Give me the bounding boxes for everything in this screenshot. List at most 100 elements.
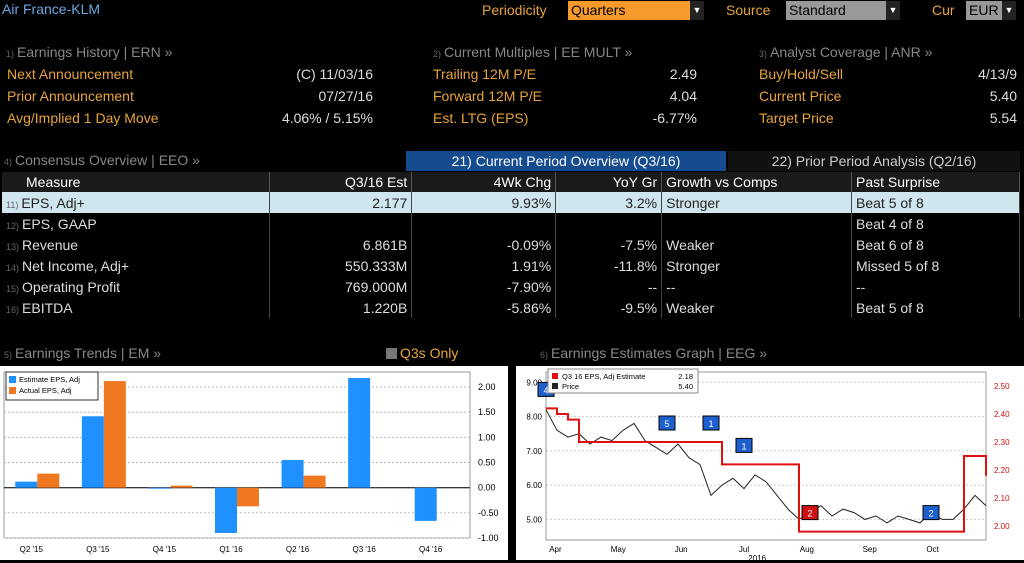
chg-cell: 9.93% xyxy=(411,192,557,213)
col-header-surprise[interactable]: Past Surprise xyxy=(851,172,1020,192)
surprise-cell: Beat 5 of 8 xyxy=(851,192,1020,213)
list-item: Prior Announcement 07/27/16 xyxy=(7,88,373,104)
bar xyxy=(215,487,237,533)
x-tick-label: Q4 '15 xyxy=(153,545,177,554)
event-marker-label: 1 xyxy=(708,419,713,429)
list-item: Current Price 5.40 xyxy=(759,88,1017,104)
chevron-down-icon[interactable]: ▼ xyxy=(690,1,704,20)
surprise-cell: Missed 5 of 8 xyxy=(851,255,1020,276)
tab-prior-period[interactable]: 22) Prior Period Analysis (Q2/16) xyxy=(728,151,1020,171)
chevron-down-icon[interactable]: ▼ xyxy=(1002,1,1016,20)
y2-tick-label: 2.20 xyxy=(994,466,1010,475)
y2-tick-label: 2.40 xyxy=(994,410,1010,419)
legend-swatch xyxy=(552,373,558,379)
surprise-cell: Beat 4 of 8 xyxy=(851,213,1020,234)
source-dropdown[interactable]: Standard ▼ xyxy=(786,1,900,20)
y-tick-label: -0.50 xyxy=(478,508,499,518)
bar xyxy=(348,378,371,488)
bar xyxy=(148,487,171,489)
col-header-comps[interactable]: Growth vs Comps xyxy=(661,172,853,192)
y-tick-label: 7.00 xyxy=(526,447,542,456)
measure-cell: 11) EPS, Adj+ xyxy=(2,192,271,213)
bar xyxy=(237,487,259,507)
comps-cell: Weaker xyxy=(661,234,853,255)
earnings-trends-chart[interactable]: 2.00 1.50 1.00 0.50 0.00 -0.50 -1.00 Q2 '15 Q3 '… xyxy=(0,366,508,560)
measure-cell: 15) Operating Profit xyxy=(2,276,271,297)
table-row[interactable]: 11) EPS, Adj+ 2.177 9.93% 3.2% Stronger B… xyxy=(2,192,1020,213)
consensus-overview-header[interactable]: 4) Consensus Overview | EEO » xyxy=(4,152,200,168)
tab-current-period[interactable]: 21) Current Period Overview (Q3/16) xyxy=(406,151,726,171)
x-tick-label: Sep xyxy=(863,545,878,554)
current-multiples-panel: Trailing 12M P/E 2.49 Forward 12M P/E 4.04… xyxy=(433,66,697,132)
earnings-history-header[interactable]: 1) Earnings History | ERN » xyxy=(6,44,173,60)
x-year-label: 2016 xyxy=(748,554,766,560)
chg-cell: -0.09% xyxy=(411,234,557,255)
x-tick-label: Q4 '16 xyxy=(419,545,443,554)
source-label: Source xyxy=(726,2,771,18)
est-cell: 769.000M xyxy=(269,276,413,297)
bar xyxy=(81,416,104,488)
event-marker xyxy=(922,505,940,521)
legend-swatch xyxy=(552,383,558,389)
estimate-line xyxy=(546,407,987,533)
legend-value: 2.18 xyxy=(678,372,693,381)
q3s-only-toggle[interactable]: Q3s Only xyxy=(386,345,458,361)
list-item: Next Announcement (C) 11/03/16 xyxy=(7,66,373,82)
table-row[interactable]: 15) Operating Profit 769.000M -7.90% -- -… xyxy=(2,276,1020,297)
col-header-chg[interactable]: 4Wk Chg xyxy=(411,172,557,192)
earnings-estimates-chart[interactable]: 9.00 8.00 7.00 6.00 5.00 2.50 2.40 2.30 2.20 2.10… xyxy=(516,366,1024,563)
chg-cell: -7.90% xyxy=(411,276,557,297)
table-row[interactable]: 14) Net Income, Adj+ 550.333M 1.91% -11.8… xyxy=(2,255,1020,276)
yoy-cell: -9.5% xyxy=(555,297,663,318)
yoy-cell xyxy=(555,213,663,234)
legend-label: Actual EPS, Adj xyxy=(19,386,72,395)
source-value: Standard xyxy=(789,2,846,18)
yoy-cell: 3.2% xyxy=(555,192,663,213)
event-marker-label: 5 xyxy=(664,419,669,429)
earnings-history-panel: Next Announcement (C) 11/03/16 Prior Anno… xyxy=(7,66,373,132)
bar xyxy=(15,481,38,488)
list-item: Target Price 5.54 xyxy=(759,110,1017,126)
checkbox-icon[interactable] xyxy=(386,347,397,359)
table-row[interactable]: 13) Revenue 6.861B -0.09% -7.5% Weaker Be… xyxy=(2,234,1020,255)
earnings-graph-header[interactable]: 6) Earnings Estimates Graph | EEG » xyxy=(540,345,768,361)
y-tick-label: 8.00 xyxy=(526,413,542,422)
analyst-coverage-panel: Buy/Hold/Sell 4/13/9 Current Price 5.40 Ta… xyxy=(759,66,1017,132)
plot-area xyxy=(545,371,987,541)
legend-label: Price xyxy=(562,382,579,391)
y-tick-label: 2.00 xyxy=(478,382,496,392)
measure-cell: 12) EPS, GAAP xyxy=(2,213,271,234)
currency-dropdown[interactable]: EUR ▼ xyxy=(966,1,1016,20)
legend-label: Estimate EPS, Adj xyxy=(19,375,80,384)
y-tick-label: 5.00 xyxy=(526,515,542,524)
col-header-est[interactable]: Q3/16 Est xyxy=(269,172,413,192)
table-header-row: Measure Q3/16 Est 4Wk Chg YoY Gr Growth … xyxy=(2,172,1020,192)
earnings-trends-header[interactable]: 5) Earnings Trends | EM » xyxy=(4,345,162,361)
chg-cell: 1.91% xyxy=(411,255,557,276)
col-header-measure[interactable]: Measure xyxy=(2,172,271,192)
list-item: Trailing 12M P/E 2.49 xyxy=(433,66,697,82)
yoy-cell: -- xyxy=(555,276,663,297)
est-cell: 1.220B xyxy=(269,297,413,318)
analyst-coverage-header[interactable]: 3) Analyst Coverage | ANR » xyxy=(759,44,933,60)
x-tick-label: Q3 '15 xyxy=(86,545,110,554)
est-cell: 6.861B xyxy=(269,234,413,255)
comps-cell xyxy=(661,213,853,234)
comps-cell: Stronger xyxy=(661,192,853,213)
current-multiples-header[interactable]: 2) Current Multiples | EE MULT » xyxy=(433,44,633,60)
earnings-trends-svg: 2.00 1.50 1.00 0.50 0.00 -0.50 -1.00 Q2 '15 Q3 '… xyxy=(3,371,499,554)
table-row[interactable]: 16) EBITDA 1.220B -5.86% -9.5% Weaker Bea… xyxy=(2,297,1020,318)
table-row[interactable]: 12) EPS, GAAP Beat 4 of 8 xyxy=(2,213,1020,234)
periodicity-dropdown[interactable]: Quarters ▼ xyxy=(568,1,704,20)
x-tick-label: Jun xyxy=(675,545,688,554)
chevron-down-icon[interactable]: ▼ xyxy=(886,1,900,20)
measure-cell: 13) Revenue xyxy=(2,234,271,255)
event-marker xyxy=(801,505,819,521)
security-title[interactable]: Air France-KLM xyxy=(2,1,101,17)
periodicity-value: Quarters xyxy=(571,2,626,18)
y-tick-label: 1.00 xyxy=(478,432,496,442)
legend-label: Q3 16 EPS, Adj Estimate xyxy=(562,372,645,381)
x-tick-label: Jul xyxy=(739,545,749,554)
col-header-yoy[interactable]: YoY Gr xyxy=(555,172,663,192)
currency-value: EUR xyxy=(969,2,999,18)
